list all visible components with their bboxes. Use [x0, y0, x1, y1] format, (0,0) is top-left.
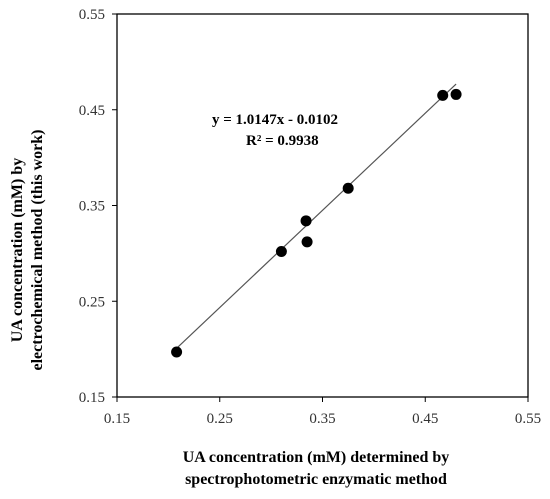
data-point: [342, 182, 354, 194]
y-tick-label: 0.45: [79, 103, 105, 119]
x-tick-label: 0.35: [309, 411, 335, 427]
data-point: [275, 245, 287, 257]
data-point: [171, 346, 183, 358]
trendline: [176, 83, 457, 349]
y-tick-label: 0.15: [79, 390, 105, 406]
data-point: [437, 89, 449, 101]
x-tick-label: 0.45: [412, 411, 438, 427]
data-point: [301, 236, 313, 248]
x-tick-label: 0.55: [515, 411, 541, 427]
x-tick-label: 0.25: [207, 411, 233, 427]
y-axis-title-line1: UA concentration (mM) by: [9, 158, 26, 342]
y-axis-title-line2: electrochemical method (this work): [29, 130, 46, 371]
plot-area-frame: [116, 13, 529, 398]
y-tick-label: 0.35: [79, 199, 105, 215]
x-tick-label: 0.15: [104, 411, 130, 427]
r-squared-label: R² = 0.9938: [246, 133, 319, 149]
y-tick-label: 0.25: [79, 294, 105, 310]
data-point: [450, 88, 462, 100]
y-tick-label: 0.55: [79, 7, 105, 23]
equation-label: y = 1.0147x - 0.0102: [212, 112, 338, 128]
x-axis-title-line1: UA concentration (mM) determined by: [183, 449, 450, 466]
x-axis-title-line2: spectrophotometric enzymatic method: [185, 471, 447, 488]
data-point: [300, 215, 312, 227]
